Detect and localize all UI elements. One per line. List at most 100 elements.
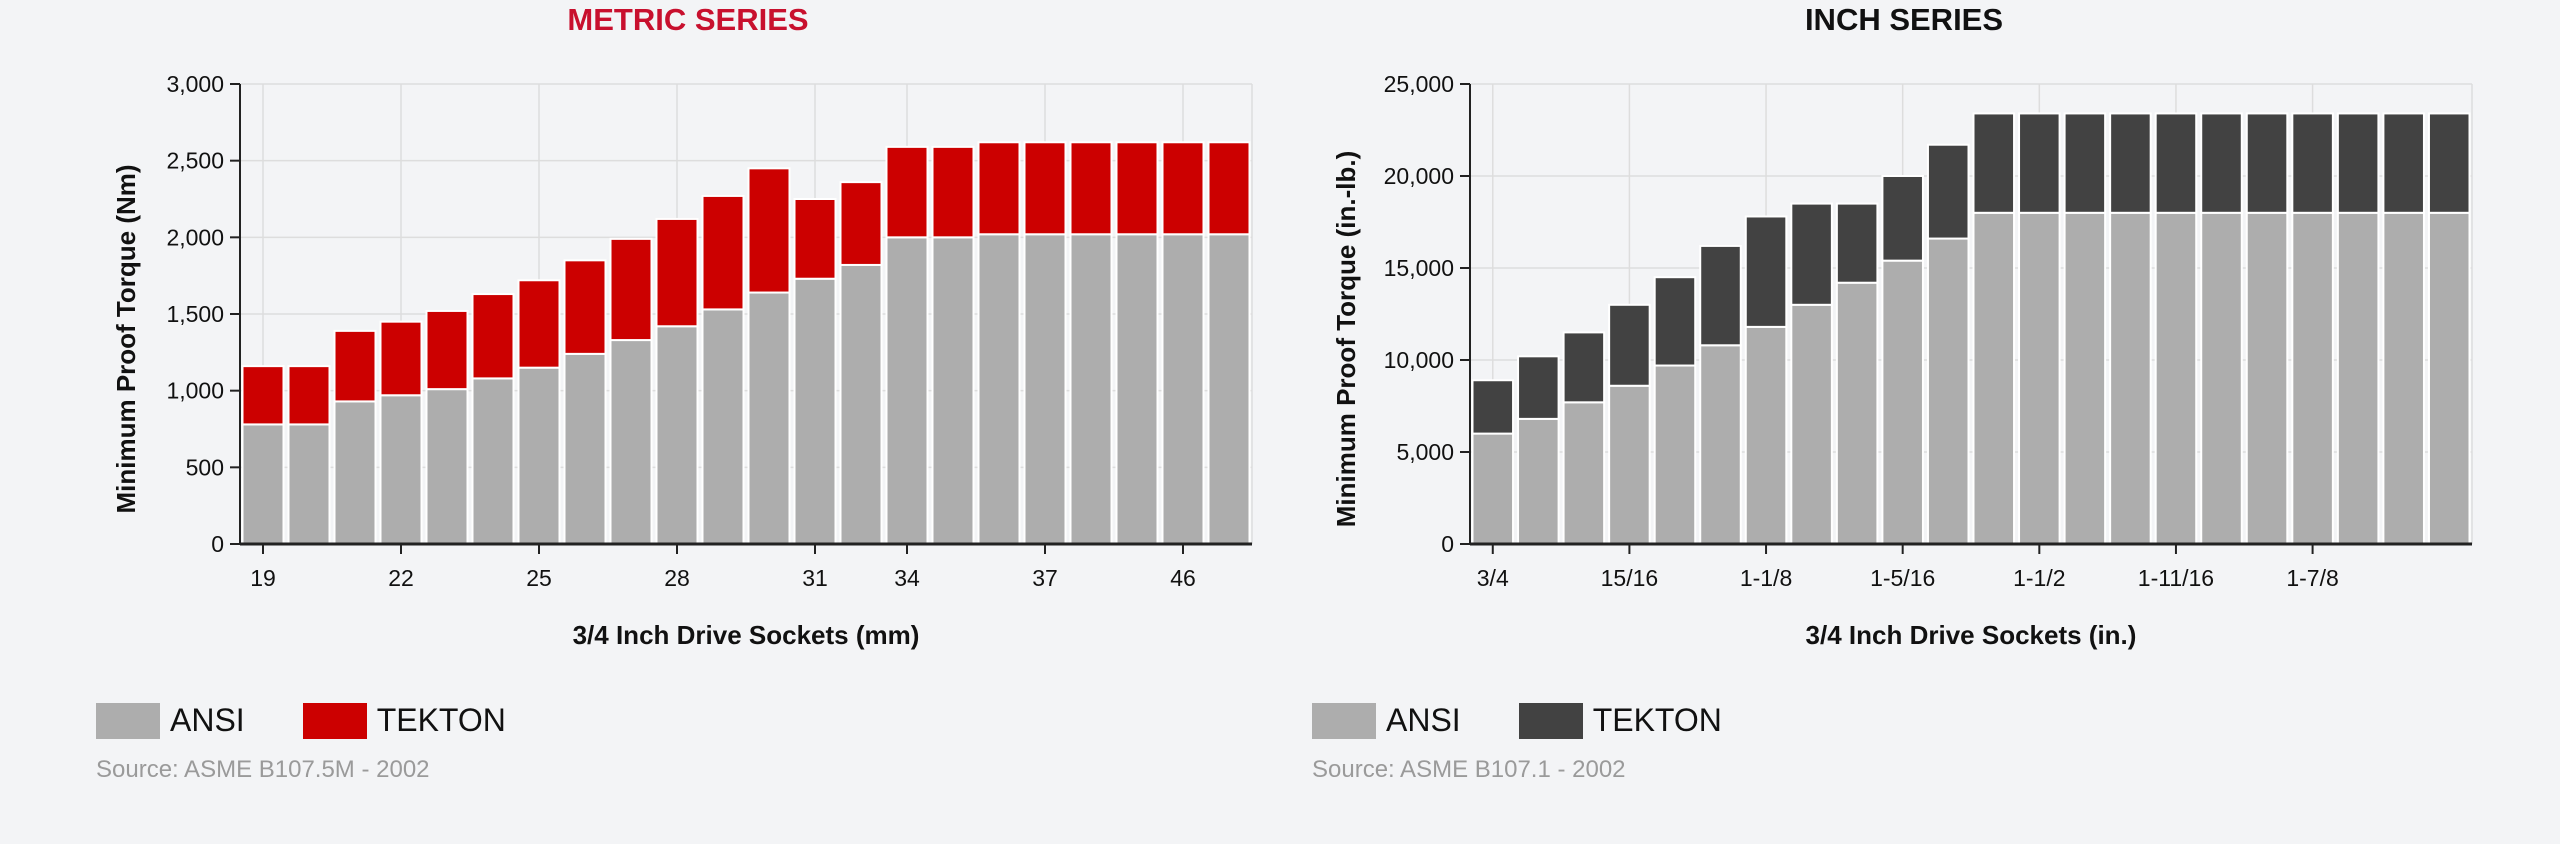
metric-bar-tekton-17 — [1023, 141, 1067, 236]
inch-bar-tekton-0 — [1471, 379, 1515, 435]
metric-legend-tekton-label: TEKTON — [376, 702, 506, 738]
inch-bar-tekton-15 — [2154, 112, 2198, 214]
inch-bar-tekton-13 — [2063, 112, 2107, 214]
metric-x-tick-label: 37 — [1032, 565, 1058, 591]
metric-y-tick-label: 500 — [186, 454, 224, 480]
inch-bar-tekton-6 — [1744, 215, 1788, 328]
metric-bar-tekton-16 — [977, 141, 1021, 236]
metric-bar-tekton-1 — [287, 365, 331, 426]
inch-x-tick-label: 3/4 — [1477, 565, 1509, 591]
inch-x-tick-label: 1-1/2 — [2013, 565, 2065, 591]
metric-x-tick-label: 19 — [250, 565, 276, 591]
inch-bar-tekton-17 — [2245, 112, 2289, 214]
inch-bar-tekton-19 — [2336, 112, 2380, 214]
inch-x-tick-label: 1-5/16 — [1870, 565, 1935, 591]
metric-bar-tekton-10 — [701, 194, 745, 311]
metric-legend-ansi-label: ANSI — [170, 702, 245, 738]
metric-bar-tekton-6 — [517, 279, 561, 369]
inch-bar-tekton-18 — [2291, 112, 2334, 214]
inch-bar-ansi-4 — [1653, 364, 1697, 545]
inch-bar-tekton-9 — [1881, 175, 1924, 262]
inch-bar-ansi-0 — [1471, 432, 1515, 546]
metric-bar-ansi-1 — [287, 423, 331, 545]
inch-legend: ANSI TEKTON — [1312, 702, 1780, 739]
inch-x-axis-label: 3/4 Inch Drive Sockets (in.) — [1806, 620, 2137, 650]
inch-bar-ansi-17 — [2245, 211, 2289, 546]
metric-bar-tekton-4 — [425, 309, 469, 391]
metric-y-tick-label: 1,000 — [166, 378, 224, 404]
metric-legend: ANSI TEKTON — [96, 702, 564, 739]
inch-y-tick-label: 0 — [1441, 531, 1454, 557]
metric-legend-ansi: ANSI — [96, 702, 245, 739]
inch-bar-ansi-15 — [2154, 211, 2198, 546]
metric-bar-ansi-18 — [1069, 233, 1113, 545]
metric-bar-tekton-9 — [655, 217, 699, 328]
metric-bar-ansi-8 — [609, 339, 653, 546]
metric-bar-ansi-21 — [1207, 233, 1251, 545]
inch-bar-ansi-8 — [1835, 281, 1879, 545]
inch-bar-tekton-1 — [1517, 355, 1560, 420]
inch-bar-tekton-21 — [2427, 112, 2471, 214]
inch-bar-tekton-20 — [2382, 112, 2425, 214]
inch-bar-ansi-6 — [1744, 325, 1788, 545]
metric-bar-tekton-14 — [885, 145, 929, 239]
inch-bar-tekton-5 — [1699, 244, 1742, 347]
inch-bar-ansi-9 — [1881, 259, 1924, 545]
inch-bar-ansi-14 — [2109, 211, 2152, 546]
inch-chart-title: INCH SERIES — [1805, 2, 2003, 37]
metric-legend-ansi-swatch — [96, 702, 160, 739]
metric-bar-ansi-16 — [977, 233, 1021, 545]
metric-chart-title: METRIC SERIES — [567, 2, 808, 37]
metric-bar-tekton-11 — [747, 167, 791, 294]
metric-x-tick-label: 46 — [1170, 565, 1196, 591]
metric-y-tick-label: 2,000 — [166, 224, 224, 250]
metric-bar-tekton-5 — [471, 293, 515, 380]
metric-legend-tekton-swatch — [302, 702, 367, 739]
inch-y-tick-label: 5,000 — [1396, 439, 1454, 465]
metric-x-tick-label: 34 — [894, 565, 920, 591]
inch-chart: INCH SERIES 0 5,000 10,000 15,000 20,000 25,00… — [1331, 2, 2473, 650]
inch-bar-ansi-5 — [1699, 344, 1742, 545]
inch-x-tick-label: 1-11/16 — [2138, 565, 2214, 591]
metric-bar-ansi-5 — [471, 377, 515, 545]
metric-bar-ansi-15 — [931, 236, 975, 545]
metric-x-tick-label: 28 — [664, 565, 690, 591]
inch-bar-tekton-10 — [1926, 143, 1970, 240]
metric-bar-tekton-8 — [609, 237, 653, 342]
metric-bar-ansi-20 — [1161, 233, 1205, 545]
inch-legend-ansi-label: ANSI — [1386, 702, 1461, 738]
inch-bar-ansi-3 — [1608, 384, 1651, 546]
inch-bar-ansi-1 — [1517, 417, 1560, 546]
metric-bar-tekton-13 — [839, 181, 883, 266]
inch-legend-ansi: ANSI — [1312, 702, 1461, 739]
inch-bar-ansi-11 — [1972, 211, 2016, 546]
inch-bar-ansi-21 — [2427, 211, 2471, 546]
metric-bar-tekton-7 — [563, 259, 607, 355]
metric-bar-tekton-2 — [333, 329, 377, 403]
metric-bar-ansi-17 — [1023, 233, 1067, 545]
inch-legend-ansi-swatch — [1312, 702, 1376, 739]
metric-x-tick-label: 25 — [526, 565, 552, 591]
metric-bar-ansi-14 — [885, 236, 929, 545]
metric-x-axis-label: 3/4 Inch Drive Sockets (mm) — [573, 620, 920, 650]
metric-bar-tekton-12 — [793, 198, 837, 280]
inch-bar-ansi-20 — [2382, 211, 2425, 546]
metric-bar-ansi-19 — [1115, 233, 1159, 545]
inch-y-tick-label: 10,000 — [1384, 347, 1454, 373]
inch-y-tick-label: 20,000 — [1384, 163, 1454, 189]
inch-bar-tekton-12 — [2018, 112, 2061, 214]
metric-bar-ansi-2 — [333, 400, 377, 545]
inch-y-tick-label: 25,000 — [1384, 71, 1454, 97]
metric-bar-tekton-3 — [379, 320, 423, 397]
inch-bar-tekton-7 — [1790, 202, 1833, 306]
inch-bar-ansi-13 — [2063, 211, 2107, 546]
metric-bar-ansi-12 — [793, 277, 837, 545]
metric-bar-tekton-21 — [1207, 141, 1251, 236]
inch-bar-tekton-16 — [2200, 112, 2243, 214]
metric-y-tick-label: 0 — [211, 531, 224, 557]
metric-chart: METRIC SERIES 0 500 1,000 1,500 2,000 2,500 3,0… — [111, 2, 1253, 650]
metric-x-tick-label: 31 — [802, 565, 828, 591]
metric-bar-tekton-0 — [241, 365, 285, 426]
inch-bar-tekton-4 — [1653, 276, 1697, 367]
